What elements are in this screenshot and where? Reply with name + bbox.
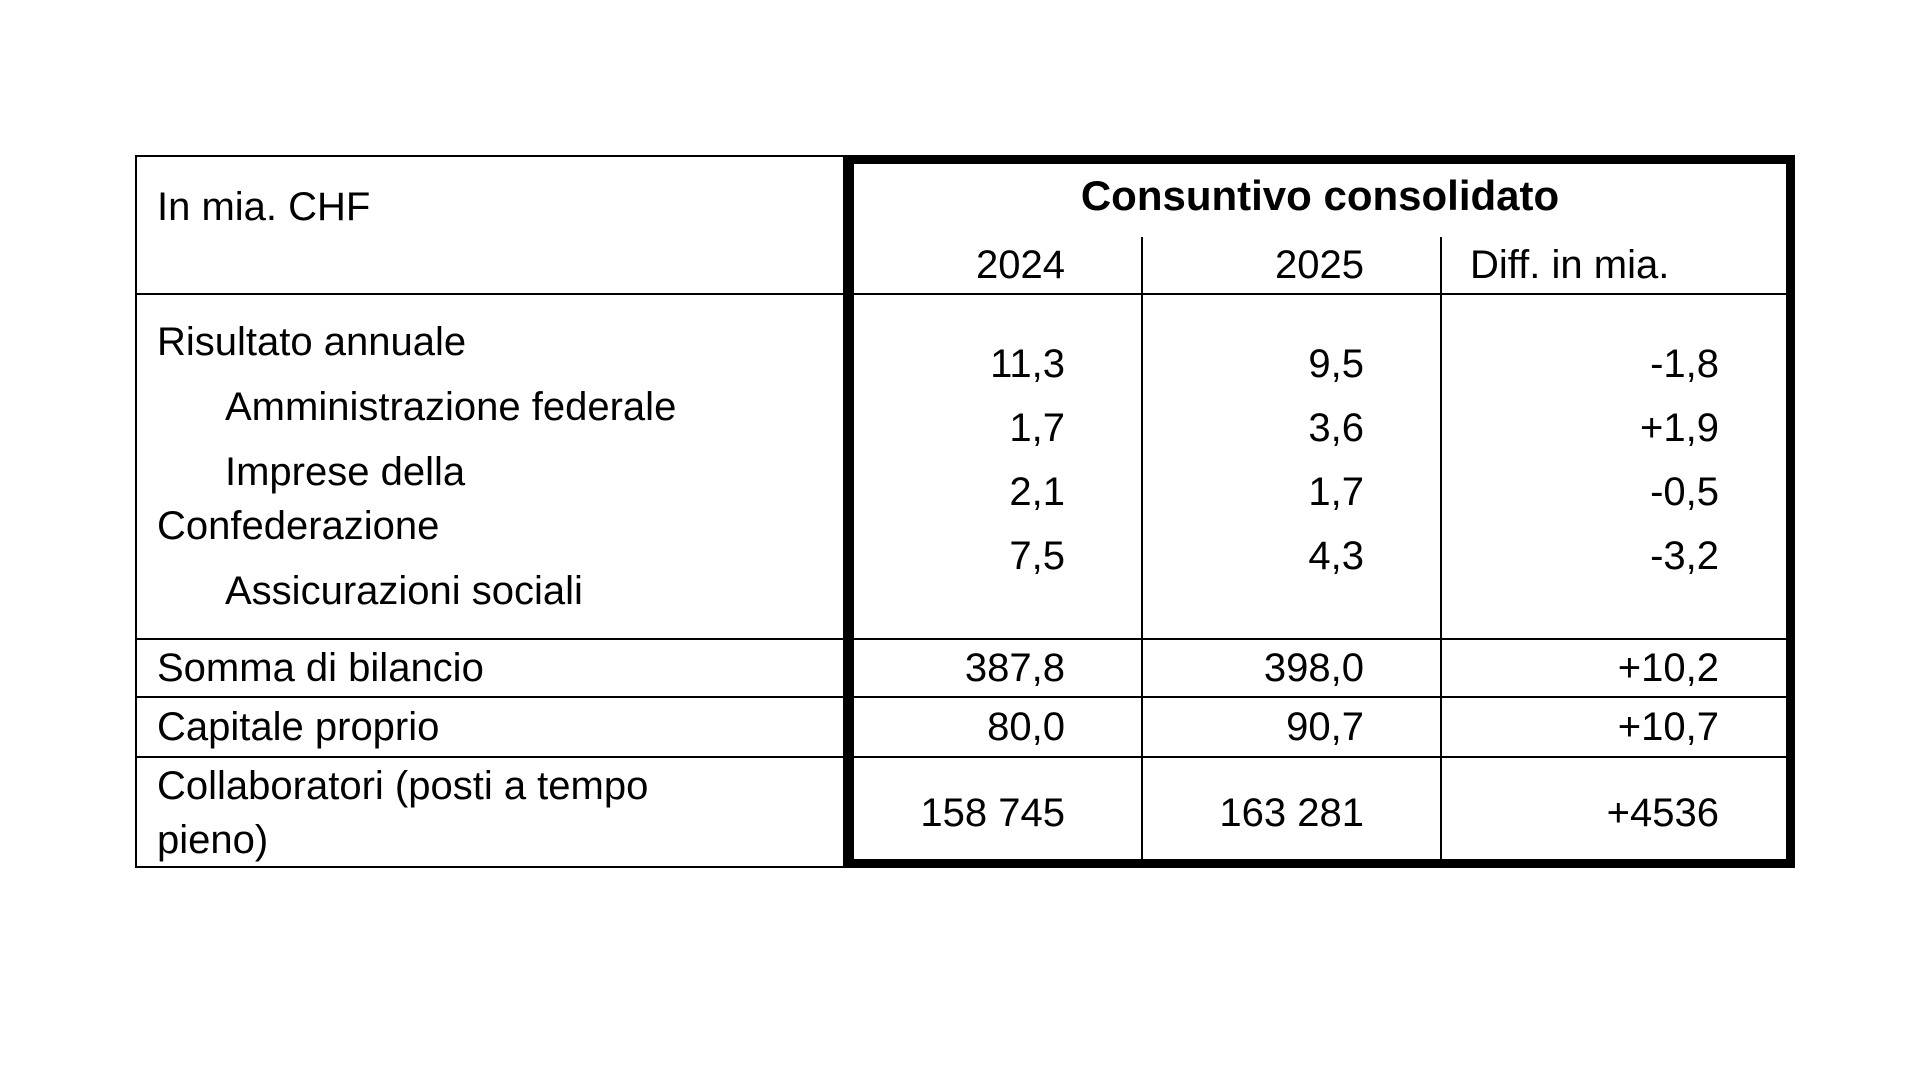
unit-label-cell: In mia. CHF — [135, 155, 845, 295]
group-header-cell: Consuntivo consolidato — [845, 155, 1795, 237]
unit-label: In mia. CHF — [157, 185, 371, 229]
row-label-collaboratori: Collaboratori (posti a tempo pieno) — [135, 758, 845, 868]
value-amministrazione-diff: +1,9 — [1640, 406, 1719, 450]
column-header-diff: Diff. in mia. — [1440, 237, 1795, 295]
column-header-2025: 2025 — [1141, 237, 1440, 295]
value-assicurazioni-2024: 7,5 — [1009, 534, 1065, 578]
value-collaboratori-2025: 163 281 — [1141, 758, 1440, 868]
value-capitale-2025: 90,7 — [1141, 698, 1440, 758]
annual-result-values-2024-cell: 11,3 1,7 2,1 7,5 — [845, 295, 1141, 640]
result-label-imprese-confederazione: Imprese della Confederazione — [157, 450, 466, 548]
value-capitale-diff: +10,7 — [1440, 698, 1795, 758]
value-risultato-2024: 11,3 — [990, 342, 1065, 386]
table-grid: In mia. CHF Consuntivo consolidato 2024 … — [135, 155, 1795, 868]
value-collaboratori-diff: +4536 — [1440, 758, 1795, 868]
annual-result-values-diff-cell: -1,8 +1,9 -0,5 -3,2 — [1440, 295, 1795, 640]
value-amministrazione-2025: 3,6 — [1308, 406, 1364, 450]
result-label-assicurazioni-sociali: Assicurazioni sociali — [225, 569, 583, 613]
value-assicurazioni-diff: -3,2 — [1650, 534, 1719, 578]
column-header-2024: 2024 — [845, 237, 1141, 295]
value-imprese-2024: 2,1 — [1009, 470, 1065, 514]
annual-result-labels-cell: Risultato annuale Amministrazione federa… — [135, 295, 845, 640]
value-collaboratori-2024: 158 745 — [920, 790, 1065, 835]
row-label-somma-di-bilancio: Somma di bilancio — [135, 640, 845, 698]
result-label-risultato-annuale: Risultato annuale — [157, 320, 467, 364]
value-somma-diff: +10,2 — [1440, 640, 1795, 698]
value-risultato-diff: -1,8 — [1650, 342, 1719, 386]
column-header-diff-label: Diff. in mia. — [1470, 242, 1670, 287]
row-label-capitale-proprio: Capitale proprio — [135, 698, 845, 758]
column-header-2024-label: 2024 — [976, 242, 1065, 287]
value-imprese-diff: -0,5 — [1650, 470, 1719, 514]
value-somma-2025: 398,0 — [1141, 640, 1440, 698]
annual-result-values-2025-cell: 9,5 3,6 1,7 4,3 — [1141, 295, 1440, 640]
value-assicurazioni-2025: 4,3 — [1308, 534, 1364, 578]
value-amministrazione-2024: 1,7 — [1009, 406, 1065, 450]
consolidated-results-table: In mia. CHF Consuntivo consolidato 2024 … — [135, 155, 1795, 868]
group-header-title: Consuntivo consolidato — [1080, 172, 1560, 219]
value-imprese-2025: 1,7 — [1308, 470, 1364, 514]
value-capitale-2024: 80,0 — [845, 698, 1141, 758]
result-label-amministrazione-federale: Amministrazione federale — [225, 385, 677, 429]
column-header-2025-label: 2025 — [1275, 242, 1364, 287]
value-somma-2024: 387,8 — [845, 640, 1141, 698]
somma-label: Somma di bilancio — [157, 646, 484, 690]
capitale-label: Capitale proprio — [157, 705, 440, 749]
collaboratori-label: Collaboratori (posti a tempo pieno) — [157, 764, 649, 862]
value-risultato-2025: 9,5 — [1308, 342, 1364, 386]
